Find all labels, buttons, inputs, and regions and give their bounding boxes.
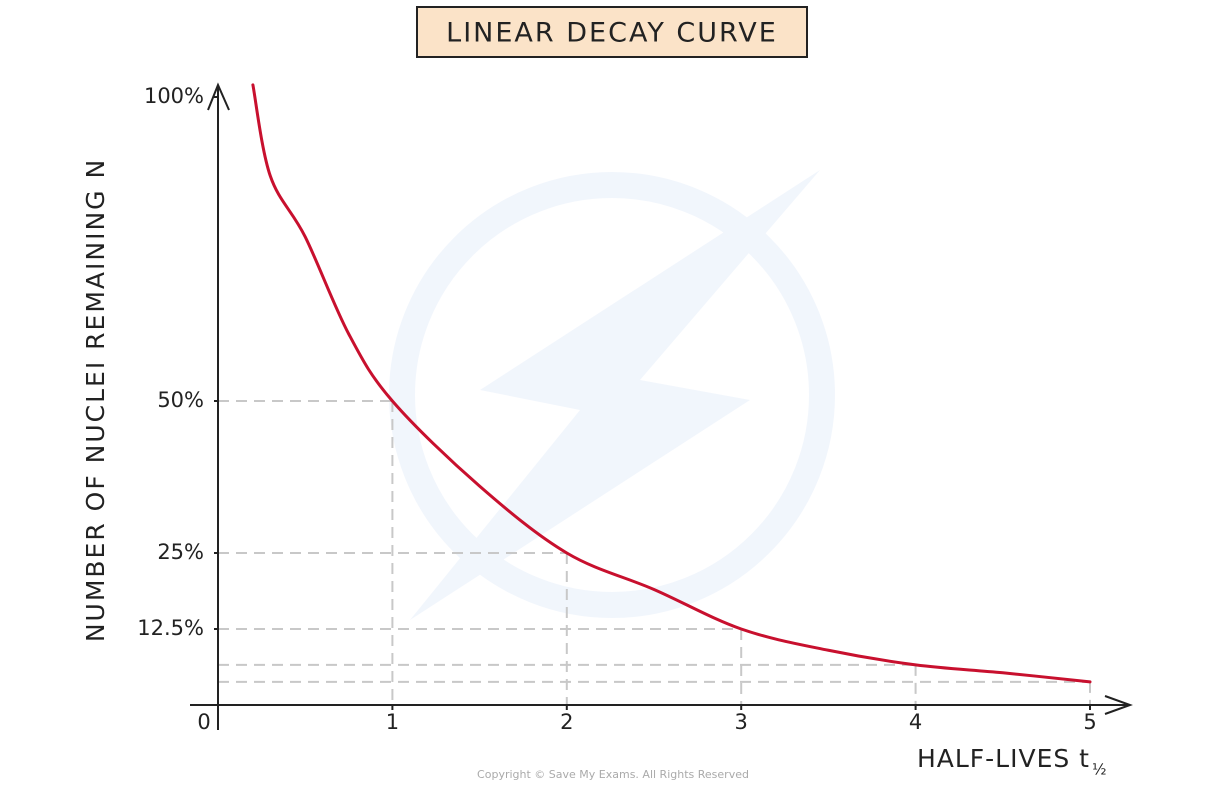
x-axis-label-subscript: ½ xyxy=(1092,761,1107,779)
y-tick-label: 100% xyxy=(144,84,204,108)
x-tick-label: 2 xyxy=(560,710,573,734)
x-tick-label: 3 xyxy=(735,710,748,734)
y-tick-label: 50% xyxy=(157,388,204,412)
copyright: Copyright © Save My Exams. All Rights Re… xyxy=(477,768,749,781)
watermark xyxy=(389,170,835,620)
y-tick-label: 12.5% xyxy=(137,616,204,640)
x-tick-label: 1 xyxy=(386,710,399,734)
x-tick-label: 4 xyxy=(909,710,922,734)
decay-curve xyxy=(251,83,1092,684)
chart-title: LINEAR DECAY CURVE xyxy=(446,18,778,49)
guides xyxy=(218,400,1091,705)
x-axis-label: HALF-LIVES t xyxy=(917,744,1090,773)
x-tick-label: 0 xyxy=(197,710,210,734)
title-box xyxy=(416,6,808,58)
y-axis-arrow xyxy=(207,82,230,111)
y-axis-label: NUMBER OF NUCLEI REMAINING N xyxy=(81,158,110,642)
x-axis-arrow xyxy=(1104,695,1133,715)
axes xyxy=(190,82,1133,730)
x-tick-label: 5 xyxy=(1083,710,1096,734)
y-tick-label: 25% xyxy=(157,540,204,564)
